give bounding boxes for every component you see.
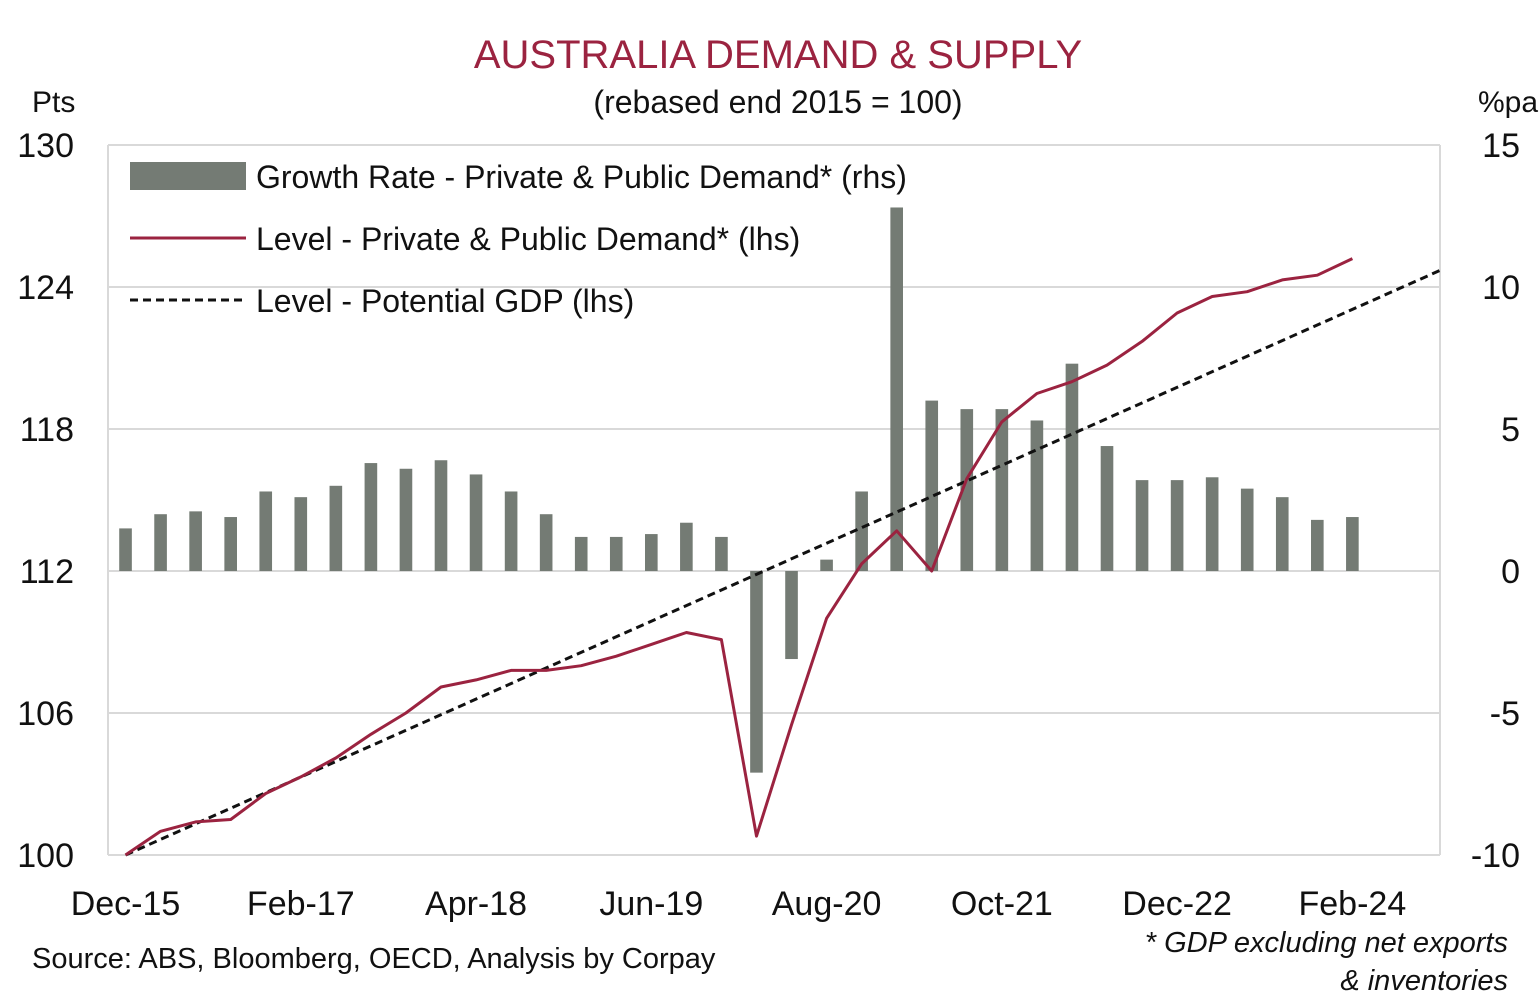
growth-bar [434,460,448,571]
growth-bars [119,207,1359,773]
growth-bar [294,497,308,571]
growth-bar [364,463,378,571]
x-tick-label: Oct-21 [951,885,1053,923]
demand-level-line [124,257,1354,857]
growth-bar [925,400,939,571]
growth-bar [820,559,833,571]
right-axis-ticks: 15 10 5 0 -5 -10 [1471,127,1520,875]
growth-bar [1030,420,1044,571]
left-tick-label: 118 [20,411,74,449]
legend-label-potential: Level - Potential GDP (lhs) [256,283,634,319]
growth-bar [154,514,167,571]
growth-bar [995,409,1009,571]
x-tick-label: Dec-15 [71,885,181,923]
growth-bar [574,536,588,571]
growth-bar [960,409,974,571]
legend-swatch-bars [130,162,246,190]
growth-bar [1346,517,1359,571]
growth-bar [1311,519,1324,571]
growth-bar [1065,363,1079,571]
right-tick-label: -5 [1490,695,1520,733]
growth-bar [1205,477,1219,571]
right-axis-label: %pa [1478,86,1538,119]
left-tick-label: 100 [17,837,74,875]
x-tick-label: Feb-24 [1299,885,1407,923]
growth-bar [539,514,553,571]
legend-label-bars: Growth Rate - Private & Public Demand* (… [256,159,907,195]
left-tick-label: 112 [20,553,74,591]
growth-bar [750,571,763,773]
x-tick-label: Jun-19 [599,885,703,923]
x-tick-label: Aug-20 [772,885,882,923]
x-tick-label: Apr-18 [425,885,527,923]
growth-bar [680,522,693,571]
growth-bar [855,491,868,571]
lines-layer [124,257,1441,857]
growth-bar [890,207,903,572]
right-tick-label: -10 [1471,837,1520,875]
growth-bar [785,571,798,660]
growth-bar [715,536,728,571]
growth-bar [1275,497,1289,571]
growth-bar [399,468,413,571]
growth-bar [329,485,343,571]
footnote-line-2: & inventories [1340,965,1508,997]
growth-bar [1100,446,1114,571]
potential-gdp-line [124,269,1441,857]
growth-bar [504,491,518,571]
legend: Growth Rate - Private & Public Demand* (… [130,159,907,319]
right-tick-label: 5 [1501,411,1520,449]
x-axis-ticks: Dec-15 Feb-17 Apr-18 Jun-19 Aug-20 Oct-21 Dec-… [71,885,1407,923]
chart-subtitle: (rebased end 2015 = 100) [593,84,962,120]
footnote-line-1: * GDP excluding net exports [1145,927,1508,959]
growth-bar [645,534,658,571]
growth-bar [1135,480,1149,571]
x-tick-label: Dec-22 [1122,885,1232,923]
growth-bar [1240,488,1254,571]
x-tick-label: Feb-17 [247,885,355,923]
growth-bar [469,474,483,571]
right-tick-label: 0 [1501,553,1520,591]
chart-title: AUSTRALIA DEMAND & SUPPLY [474,33,1082,77]
left-axis-label: Pts [32,86,75,119]
source-note: Source: ABS, Bloomberg, OECD, Analysis b… [32,943,716,975]
legend-label-demand: Level - Private & Public Demand* (lhs) [256,221,800,257]
left-tick-label: 130 [17,127,74,165]
right-tick-label: 10 [1482,269,1520,307]
growth-bar [119,528,132,571]
growth-bar [224,517,237,571]
growth-bar [189,511,202,571]
growth-bar [609,536,623,571]
right-tick-label: 15 [1482,127,1520,165]
growth-bar [259,491,273,571]
left-axis-ticks: 130 124 118 112 106 100 [17,127,74,875]
growth-bar [1170,480,1184,571]
left-tick-label: 106 [17,695,74,733]
left-tick-label: 124 [17,269,74,307]
